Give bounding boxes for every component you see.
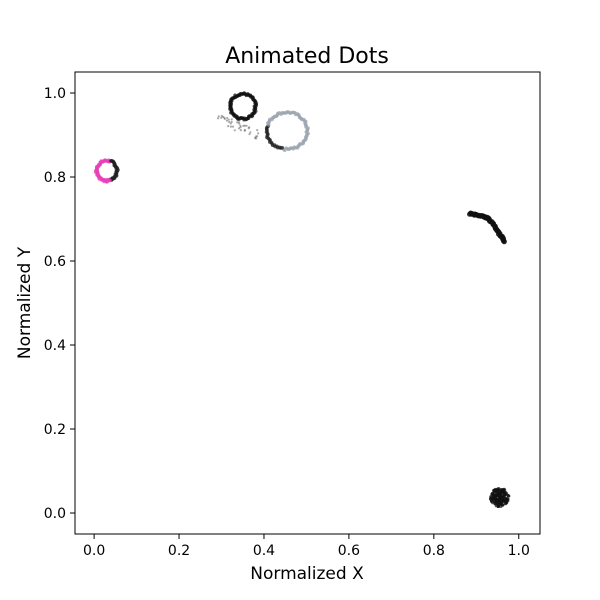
dot bbox=[243, 124, 246, 127]
dot bbox=[494, 488, 498, 492]
dot bbox=[229, 125, 232, 128]
dot bbox=[257, 132, 260, 135]
dot bbox=[504, 499, 508, 503]
dot bbox=[494, 495, 498, 499]
dot bbox=[501, 239, 507, 245]
dot bbox=[229, 122, 232, 125]
dot bbox=[305, 127, 310, 132]
dot bbox=[245, 124, 248, 127]
y-tick-label: 0.4 bbox=[44, 338, 66, 354]
dot bbox=[502, 496, 506, 500]
dot bbox=[505, 493, 509, 497]
dot bbox=[248, 126, 251, 129]
dot bbox=[255, 137, 258, 140]
dot bbox=[223, 117, 226, 120]
dot bbox=[243, 129, 246, 132]
dot bbox=[239, 124, 242, 127]
x-tick-label: 0.2 bbox=[168, 543, 190, 559]
dot bbox=[501, 499, 505, 503]
dot bbox=[502, 493, 506, 497]
series-ring-1 bbox=[228, 91, 259, 122]
dot bbox=[227, 125, 230, 128]
dot bbox=[238, 122, 241, 125]
chart-title: Animated Dots bbox=[225, 44, 389, 69]
dot bbox=[236, 121, 239, 124]
dot bbox=[222, 115, 225, 118]
dot bbox=[237, 121, 240, 124]
dot bbox=[116, 168, 120, 172]
dot bbox=[496, 504, 500, 509]
dot bbox=[256, 129, 259, 132]
x-axis: 0.0 0.2 0.4 0.6 0.8 1.0 bbox=[83, 534, 530, 559]
dot bbox=[230, 120, 233, 123]
x-axis-label: Normalized X bbox=[250, 564, 364, 584]
dot bbox=[233, 129, 236, 132]
dot bbox=[226, 116, 229, 120]
dot bbox=[231, 125, 235, 128]
x-tick-label: 0.8 bbox=[423, 543, 445, 559]
dot bbox=[498, 499, 502, 503]
plot-frame bbox=[74, 71, 541, 535]
dot bbox=[230, 118, 233, 121]
x-tick-label: 0.0 bbox=[83, 543, 105, 559]
x-tick-label: 1.0 bbox=[508, 543, 530, 559]
dot bbox=[492, 499, 496, 503]
dot bbox=[254, 135, 257, 138]
dot bbox=[239, 126, 242, 129]
y-axis-label: Normalized Y bbox=[15, 246, 35, 359]
y-tick-label: 0.2 bbox=[44, 422, 66, 438]
dot bbox=[248, 133, 251, 136]
dot bbox=[256, 135, 259, 138]
dot bbox=[254, 137, 257, 140]
dot bbox=[492, 488, 496, 492]
series-ring-0 bbox=[94, 158, 120, 184]
dot bbox=[228, 120, 231, 124]
dot bbox=[217, 115, 220, 118]
dot bbox=[501, 503, 505, 507]
series-trail-3 bbox=[217, 114, 260, 140]
y-tick-label: 0.6 bbox=[44, 254, 66, 270]
x-tick-label: 0.6 bbox=[338, 543, 360, 559]
dot bbox=[243, 128, 247, 131]
y-tick-label: 0.0 bbox=[44, 506, 66, 522]
dot bbox=[239, 129, 242, 132]
dot bbox=[498, 495, 503, 499]
y-tick-label: 1.0 bbox=[44, 86, 66, 102]
y-tick-label: 0.8 bbox=[44, 170, 66, 186]
series-path-4 bbox=[467, 210, 507, 245]
dot bbox=[220, 114, 223, 117]
plot-marks bbox=[94, 91, 511, 509]
dot bbox=[498, 489, 502, 493]
x-tick-label: 0.4 bbox=[253, 543, 275, 559]
dot bbox=[217, 117, 220, 120]
dot bbox=[490, 497, 494, 501]
dot bbox=[247, 127, 250, 130]
series-ring-2 bbox=[264, 110, 310, 152]
dot bbox=[238, 127, 241, 130]
y-axis: 0.0 0.2 0.4 0.6 0.8 1.0 bbox=[44, 86, 75, 522]
dot bbox=[249, 131, 252, 134]
dot bbox=[242, 124, 245, 127]
dot bbox=[501, 489, 505, 493]
dot bbox=[220, 116, 223, 119]
dot bbox=[254, 103, 258, 108]
dot bbox=[225, 119, 228, 122]
series-cluster-5 bbox=[488, 487, 511, 509]
dot bbox=[223, 116, 226, 119]
dot bbox=[505, 497, 509, 501]
dot bbox=[227, 118, 230, 121]
